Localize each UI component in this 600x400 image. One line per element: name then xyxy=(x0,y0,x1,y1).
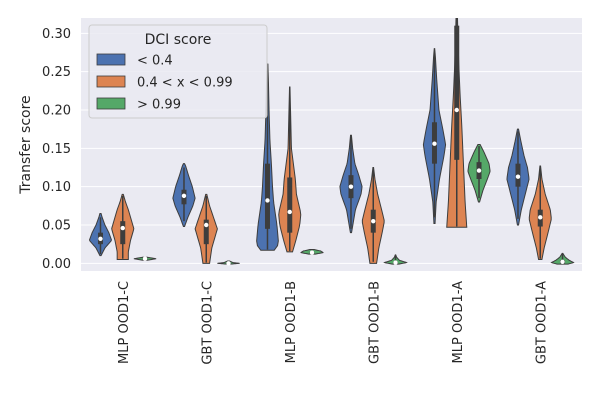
violin-median xyxy=(181,193,187,199)
violin-median xyxy=(538,215,543,220)
legend-label: > 0.99 xyxy=(137,98,181,113)
y-tick-label: 0.05 xyxy=(42,219,71,234)
violins xyxy=(88,18,575,266)
x-axis-ticks: MLP OOD1-C GBT OOD1-C MLP OOD1-B GBT OOD1-B… xyxy=(117,281,550,365)
x-tick-label: GBT OOD1-A xyxy=(534,281,549,364)
violin-median xyxy=(560,259,565,264)
x-tick-label: MLP OOD1-C xyxy=(117,281,132,364)
violin-iqr-box xyxy=(120,221,126,245)
violin-iqr-box xyxy=(454,25,460,160)
violin-median xyxy=(348,184,354,189)
legend: DCI score < 0.4 0.4 < x < 0.99 > 0.99 xyxy=(88,24,268,119)
violin-median xyxy=(204,222,209,228)
violin-median xyxy=(432,141,437,146)
y-axis-ticks: 0.00 0.05 0.10 0.15 0.20 0.25 0.30 xyxy=(42,27,71,272)
violin-median xyxy=(226,261,231,266)
x-tick-label: MLP OOD1-B xyxy=(284,281,299,363)
x-tick-label: MLP OOD1-A xyxy=(451,281,466,364)
violin-median xyxy=(515,174,521,179)
violin-median xyxy=(309,250,315,255)
violin-iqr-box xyxy=(287,177,293,233)
violin-median xyxy=(287,209,292,215)
y-tick-label: 0.10 xyxy=(42,180,71,195)
y-tick-label: 0.20 xyxy=(42,104,71,119)
violin-iqr-box xyxy=(203,219,209,245)
y-tick-label: 0.25 xyxy=(42,65,71,80)
y-tick-label: 0.30 xyxy=(42,27,71,42)
violin-median xyxy=(120,225,125,231)
violin-median xyxy=(454,107,459,113)
legend-swatch xyxy=(96,97,126,110)
x-tick-label: GBT OOD1-B xyxy=(367,281,382,364)
x-tick-label: GBT OOD1-C xyxy=(200,281,215,365)
legend-swatch xyxy=(96,75,126,88)
legend-label: < 0.4 xyxy=(137,54,173,69)
y-tick-label: 0.15 xyxy=(42,142,71,157)
legend-items: < 0.4 0.4 < x < 0.99 > 0.99 xyxy=(96,53,233,113)
violin-median xyxy=(142,256,148,261)
y-axis-label: Transfer score xyxy=(18,95,34,194)
violin-median xyxy=(265,198,270,203)
legend-swatch xyxy=(96,53,126,66)
violin-median xyxy=(476,168,482,173)
violin-median xyxy=(371,218,376,224)
legend-label: 0.4 < x < 0.99 xyxy=(137,76,233,91)
legend-box xyxy=(88,24,268,119)
violin-median xyxy=(98,236,103,241)
violin-median xyxy=(393,260,398,265)
legend-title: DCI score xyxy=(145,32,212,48)
grid-lines xyxy=(81,32,582,264)
y-tick-label: 0.00 xyxy=(42,257,71,272)
violin-iqr-box xyxy=(264,163,270,229)
